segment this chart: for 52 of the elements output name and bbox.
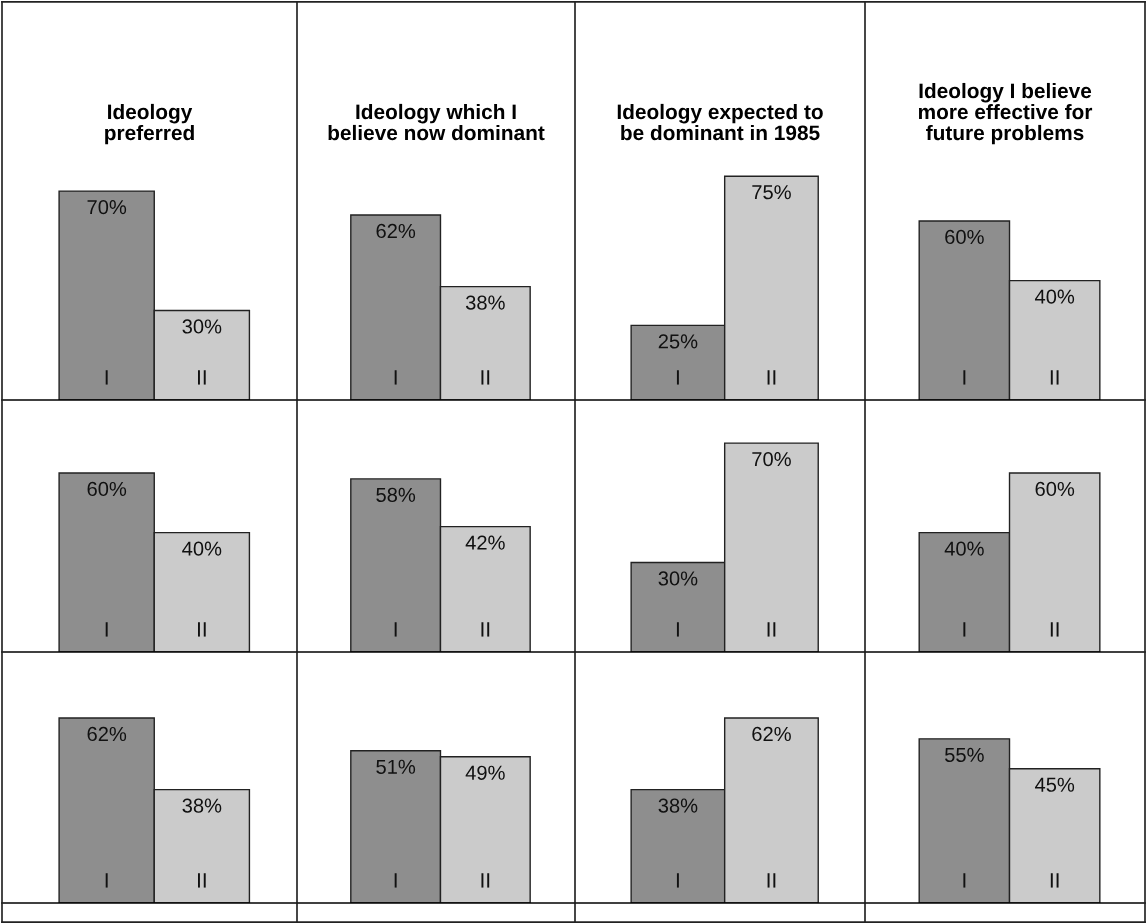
data-label: 38% <box>658 798 698 813</box>
data-label: 40% <box>1034 289 1075 304</box>
data-label: 49% <box>465 765 505 780</box>
x-tick-label: II <box>481 622 490 637</box>
data-label: 62% <box>376 223 416 239</box>
x-tick-label: II <box>1050 622 1059 637</box>
x-tick-label: I <box>394 370 397 385</box>
data-label: 70% <box>752 451 791 467</box>
x-tick-label: II <box>481 370 490 385</box>
data-label: 30% <box>658 571 698 586</box>
data-label: 40% <box>182 541 222 556</box>
data-label: 75% <box>752 185 791 200</box>
chart-title: Ideology preferred <box>105 103 194 145</box>
x-tick-label: II <box>767 622 776 637</box>
x-tick-label: II <box>197 873 206 888</box>
data-label: 30% <box>182 319 222 334</box>
x-tick-label: II <box>481 873 490 888</box>
data-label: 42% <box>465 535 505 550</box>
x-tick-label: II <box>767 873 776 888</box>
data-label: 40% <box>944 541 984 556</box>
data-label: 55% <box>945 747 984 762</box>
x-tick-label: I <box>105 873 108 888</box>
data-label: 60% <box>945 229 984 245</box>
x-tick-label: I <box>676 873 679 888</box>
x-tick-label: I <box>676 622 679 637</box>
data-label: 58% <box>376 487 416 503</box>
x-tick-label: I <box>394 873 397 888</box>
chart-title: Ideology I believe more effective for future problems <box>918 82 1093 145</box>
data-label: 51% <box>376 759 416 774</box>
data-label: 45% <box>1034 777 1075 792</box>
x-tick-label: I <box>394 622 397 637</box>
data-label: 60% <box>1035 481 1075 497</box>
data-label: 38% <box>465 295 505 310</box>
x-tick-label: II <box>1050 370 1059 385</box>
chart-title: Ideology expected to be dominant in 1985 <box>617 103 823 141</box>
x-tick-label: II <box>767 370 776 385</box>
data-label: 38% <box>182 798 222 813</box>
x-tick-label: I <box>963 622 966 637</box>
x-tick-label: I <box>963 873 966 888</box>
data-label: 70% <box>87 199 127 215</box>
x-tick-label: I <box>676 370 679 385</box>
data-label: 62% <box>87 726 127 742</box>
data-label: 60% <box>87 481 127 497</box>
x-tick-label: I <box>105 370 108 385</box>
x-tick-label: I <box>105 622 108 637</box>
x-tick-label: II <box>197 370 206 385</box>
data-label: 25% <box>658 334 698 349</box>
chart-title: Ideology which I believe now dominant <box>328 103 545 141</box>
x-tick-label: II <box>1050 873 1059 888</box>
data-label: 62% <box>752 726 791 742</box>
x-tick-label: II <box>197 622 206 637</box>
x-tick-label: I <box>963 370 966 385</box>
